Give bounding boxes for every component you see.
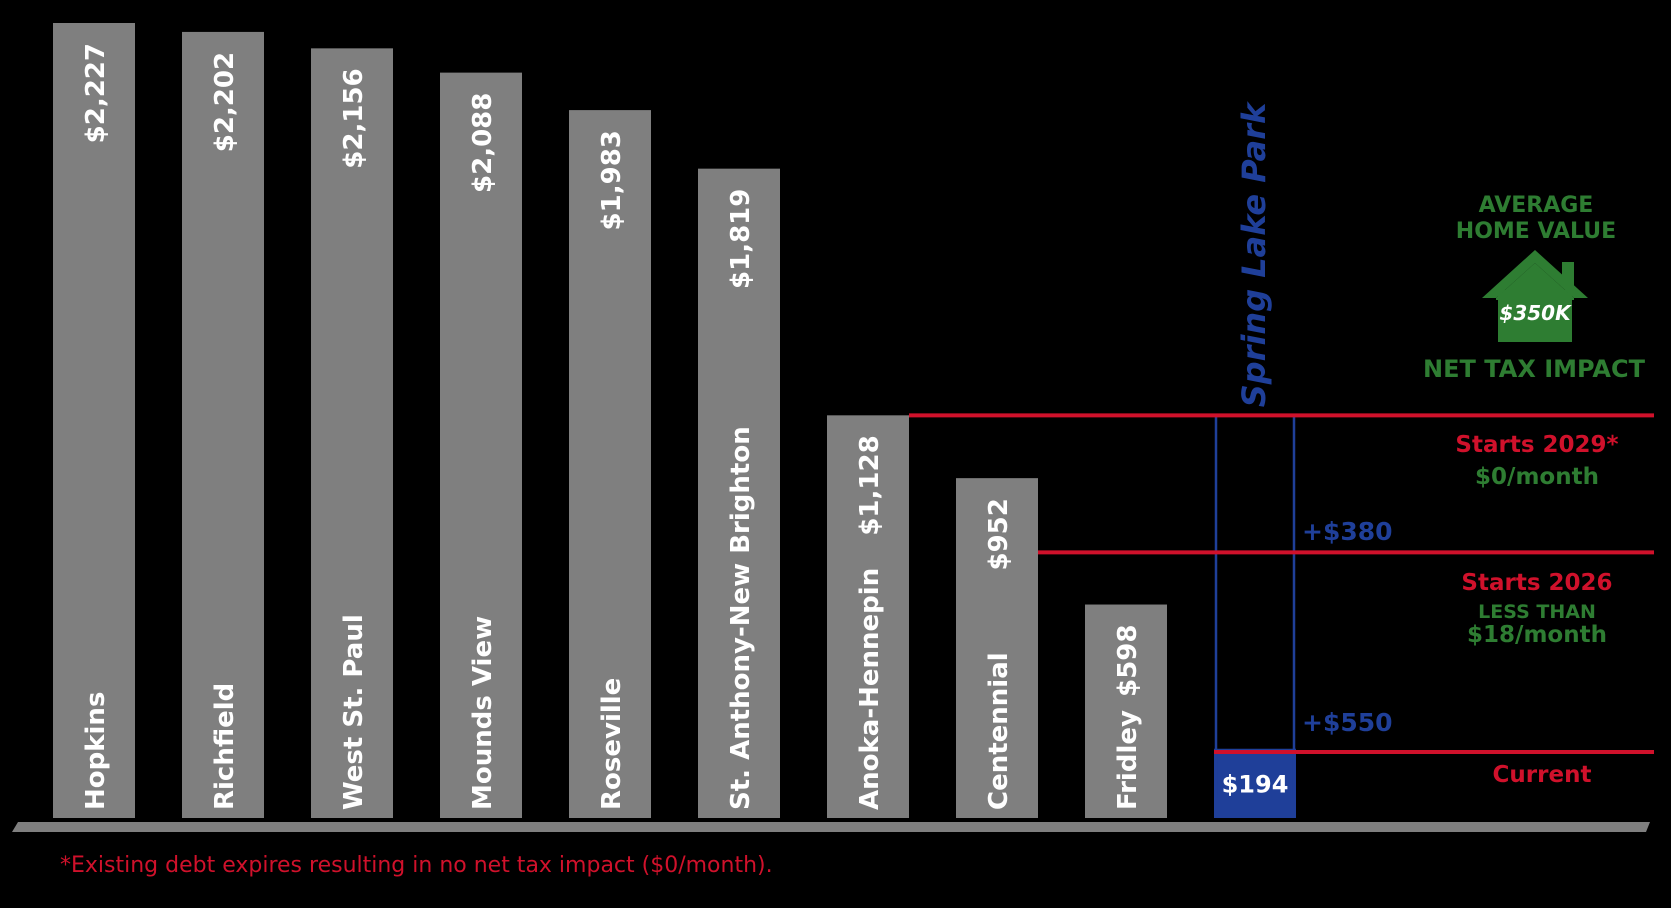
level-sublabel2-2026: $18/month xyxy=(1467,622,1607,648)
bar-st-anthony-new-brighton xyxy=(698,168,780,818)
bar-centennial xyxy=(956,478,1038,818)
bar-west-st-paul xyxy=(311,48,393,818)
increment-label-1: +$380 xyxy=(1302,517,1393,546)
category-label-st-anthony-new-brighton: St. Anthony-New Brighton xyxy=(726,426,756,810)
house-icon xyxy=(1482,250,1588,342)
category-label-centennial: Centennial xyxy=(984,652,1014,810)
level-sublabel-2026: LESS THAN xyxy=(1478,601,1596,623)
level-sublabel-2029: $0/month xyxy=(1475,464,1599,490)
bar-richfield xyxy=(182,31,264,819)
bar-spring-lake-park xyxy=(1214,748,1296,818)
value-label-richfield: $2,202 xyxy=(210,52,240,152)
legend-line-2: HOME VALUE xyxy=(1456,219,1616,244)
category-label-mounds-view: Mounds View xyxy=(468,616,498,810)
value-label-mounds-view: $2,088 xyxy=(468,93,498,193)
net-tax-impact-label: NET TAX IMPACT xyxy=(1423,355,1646,383)
category-label-hopkins: Hopkins xyxy=(81,692,111,810)
bar-anoka-hennepin xyxy=(827,415,909,818)
category-label-richfield: Richfield xyxy=(210,683,240,810)
level-label-2029: Starts 2029* xyxy=(1455,432,1618,458)
category-label-west-st-paul: West St. Paul xyxy=(339,614,369,810)
bar-roseville xyxy=(569,110,651,818)
bar-hopkins xyxy=(53,23,135,818)
value-label-centennial: $952 xyxy=(984,498,1014,570)
value-label-anoka-hennepin: $1,128 xyxy=(855,435,885,535)
increment-label-2: +$550 xyxy=(1302,708,1393,737)
level-label-2026: Starts 2026 xyxy=(1461,570,1612,596)
bar-fridley xyxy=(1085,604,1167,818)
level-label-current: Current xyxy=(1493,762,1592,788)
house-value-label: $350K xyxy=(1499,301,1572,325)
legend-line-1: AVERAGE xyxy=(1479,193,1594,218)
value-label-fridley: $598 xyxy=(1113,625,1143,697)
value-label-roseville: $1,983 xyxy=(597,130,627,230)
annotations-group: Spring Lake Park Starts 2029* $0/month Star… xyxy=(909,101,1654,798)
value-label-st-anthony-new-brighton: $1,819 xyxy=(726,189,756,289)
category-label-spring-lake-park: Spring Lake Park xyxy=(1235,101,1273,407)
category-label-roseville: Roseville xyxy=(597,678,627,810)
footnote: *Existing debt expires resulting in no n… xyxy=(60,853,773,878)
value-label-hopkins: $2,227 xyxy=(81,43,111,143)
bars-group: $2,227 Hopkins $2,202 Richfield $2,156 West S… xyxy=(12,23,1650,832)
bar-mounds-view xyxy=(440,72,522,819)
category-label-anoka-hennepin: Anoka-Hennepin xyxy=(855,568,885,810)
value-label-west-st-paul: $2,156 xyxy=(339,68,369,168)
home-value-legend: AVERAGE HOME VALUE $350K NET TAX IMPACT xyxy=(1423,193,1646,383)
value-label-spring-lake-park: $194 xyxy=(1222,770,1289,798)
x-axis-line xyxy=(12,822,1650,832)
category-label-fridley: Fridley xyxy=(1113,710,1143,810)
